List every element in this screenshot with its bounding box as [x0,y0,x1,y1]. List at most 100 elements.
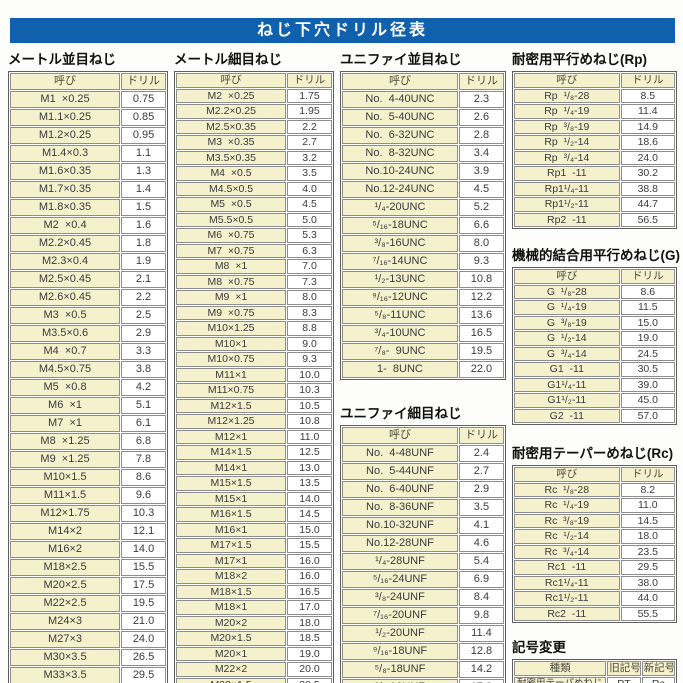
name-cell: 1- 8UNC [342,361,458,378]
table-row: Rc ¹/₄-19 11.0 [514,498,675,513]
name-cell: M16×2 [10,541,121,558]
header-row: 呼び ドリル [176,73,332,88]
value-cell: 4.5 [458,181,504,198]
value-cell: 1.75 [287,88,332,103]
value-cell: 16.0 [287,569,332,584]
table-row: M12×1.75 10.3 [10,505,166,522]
table-row: G ¹/₂-14 19.0 [514,331,675,346]
table-row: ⁷/₈- 9UNC 19.5 [342,343,504,360]
table-row: Rc ³/₈-19 14.5 [514,513,675,528]
name-cell: M1.6×0.35 [10,163,121,180]
table-row: ³/₈-24UNF 8.4 [342,589,504,606]
column-header: 呼び [514,467,620,482]
name-cell: Rc2 -11 [514,606,620,621]
value-cell: 19.0 [287,646,332,661]
name-cell: M7 ×0.75 [176,243,287,258]
table-row: Rp ³/₄-14 24.0 [514,150,675,165]
name-cell: M24×3 [10,613,121,630]
table-row: No. 4-48UNF 2.4 [342,445,504,462]
value-cell: 8.6 [121,469,166,486]
value-cell: 18.0 [287,615,332,630]
table-row: ⁵/₈-11UNC 13.6 [342,307,504,324]
table-row: M17×1.5 15.5 [176,538,332,553]
value-cell: 8.6 [620,284,675,299]
name-cell: M5 ×0.8 [10,379,121,396]
table-row: 1- 8UNC 22.0 [342,361,504,378]
value-cell: 18.5 [287,631,332,646]
table-row: M3.5×0.35 3.2 [176,150,332,165]
name-cell: Rp ¹/₂-14 [514,135,620,150]
name-cell: G ¹/₄-19 [514,300,620,315]
name-cell: M1.2×0.25 [10,127,121,144]
name-cell: ⁹/₁₆-18UNF [342,643,458,660]
value-cell: 11.4 [458,625,504,642]
value-cell: 10.0 [287,367,332,382]
value-cell: 14.0 [121,541,166,558]
table-row: M22×2.5 19.5 [10,595,166,612]
name-cell: G2 -11 [514,408,620,423]
name-cell: G ¹/₂-14 [514,331,620,346]
name-cell: ⁵/₁₆-24UNF [342,571,458,588]
value-cell: 11.5 [620,300,675,315]
table-row: G ¹/₈-28 8.6 [514,284,675,299]
value-cell: 18.0 [620,529,675,544]
name-cell: M9 ×1.25 [10,451,121,468]
data-table: 呼び ドリル G ¹/₈-28 8.6 G ¹/₄-19 11.5 G ³/₈-19 15.0… [512,267,677,425]
table-row: G1 -11 30.5 [514,362,675,377]
value-cell: 10.8 [287,414,332,429]
table-row: M10×1.5 8.6 [10,469,166,486]
table-row: M3 ×0.35 2.7 [176,135,332,150]
table-row: M18×2 16.0 [176,569,332,584]
header-row: 呼び ドリル [514,269,675,284]
name-cell: No. 5-44UNF [342,463,458,480]
value-cell: 14.5 [620,513,675,528]
table-row: ¹/₄-28UNF 5.4 [342,553,504,570]
value-cell: 6.9 [458,571,504,588]
table-row: M1.2×0.25 0.95 [10,127,166,144]
table-row: No. 4-40UNC 2.3 [342,91,504,108]
table-row: M24×3 21.0 [10,613,166,630]
value-cell: 39.0 [620,377,675,392]
value-cell: 19.5 [121,595,166,612]
value-cell: 19.5 [458,343,504,360]
value-cell: 2.3 [458,91,504,108]
value-cell: 7.3 [287,274,332,289]
table-row: M20×2.5 17.5 [10,577,166,594]
name-cell: No.10-32UNF [342,517,458,534]
name-cell: M10×1.25 [176,321,287,336]
table-row: M7 ×1 6.1 [10,415,166,432]
column-header: ドリル [121,73,166,90]
table-row: M2.6×0.45 2.2 [10,289,166,306]
table-rc: 耐密用テーパーめねじ(Rc) 呼び ドリル Rc ¹/₈-28 8.2 Rc ¹/₄-19… [512,442,677,623]
table-row: M22×1.520.5 [176,677,332,683]
name-cell: 耐密用テーパめねじ [514,676,607,683]
value-cell: 5.3 [287,228,332,243]
table-columns: メートル並目ねじ 呼び ドリル M1 ×0.25 0.75 M1.1×0.25 0.85 M1… [0,47,683,683]
table-row: ⁹/₁₆-12UNC 12.2 [342,289,504,306]
value-cell: 8.8 [287,321,332,336]
column-header: 種類 [514,661,607,676]
table-row: M1.4×0.3 1.1 [10,145,166,162]
table-row: Rc1 -11 29.5 [514,560,675,575]
table-row: M3 ×0.5 2.5 [10,307,166,324]
value-cell: 1.95 [287,104,332,119]
name-cell: M15×1 [176,491,287,506]
name-cell: Rp ³/₄-14 [514,150,620,165]
value-cell: 2.6 [458,109,504,126]
table-row: G ³/₄-14 24.5 [514,346,675,361]
value-cell: 6.8 [121,433,166,450]
table-row: G1¹/₂-11 45.0 [514,393,675,408]
value-cell: 16.0 [287,553,332,568]
name-cell: M3 ×0.5 [10,307,121,324]
value-cell: 10.5 [287,398,332,413]
value-cell: 8.2 [620,482,675,497]
column-header: 呼び [342,73,458,90]
value-cell: 13.5 [287,476,332,491]
value-cell: 0.85 [121,109,166,126]
table-row: Rp2 -11 56.5 [514,212,675,227]
value-cell: 5.2 [458,199,504,216]
table-row: G1¹/₄-11 39.0 [514,377,675,392]
name-cell: Rp ¹/₄-19 [514,104,620,119]
value-cell: 16.5 [287,584,332,599]
name-cell: No. 8-32UNC [342,145,458,162]
